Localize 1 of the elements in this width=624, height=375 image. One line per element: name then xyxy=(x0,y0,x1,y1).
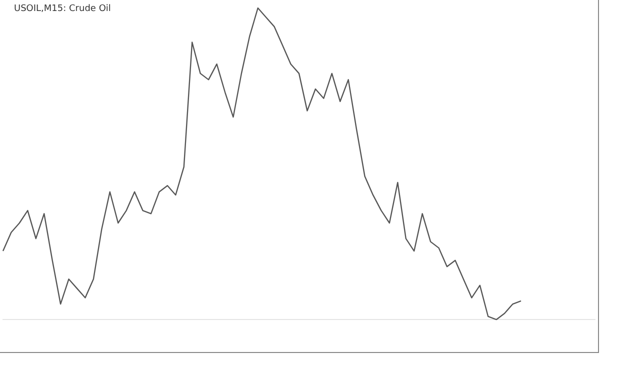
chart-title: USOIL,M15: Crude Oil xyxy=(14,4,111,14)
